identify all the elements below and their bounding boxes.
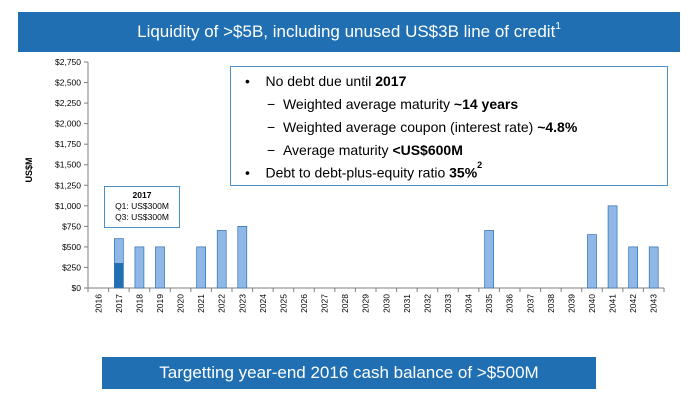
sub3-text: Average maturity (282, 142, 393, 158)
x-tick-label: 2030 (381, 294, 391, 313)
y-tick-label: $2,250 (55, 98, 81, 108)
y-axis: $0 $250 $500 $750 $1,000 $1,250 $1,500 $1,750 $2… (24, 57, 89, 293)
x-tick-label: 2040 (587, 294, 597, 313)
note-2017-year: 2017 (132, 190, 152, 200)
bars (114, 205, 659, 289)
bar-2023 (237, 226, 248, 289)
x-tick-label: 2038 (546, 294, 556, 313)
x-tick-label: 2025 (278, 294, 288, 313)
title-footnote: 1 (555, 20, 561, 32)
x-tick-label: 2020 (176, 294, 186, 313)
bullet-dot: • (245, 73, 250, 89)
bar-2042 (628, 246, 638, 289)
bar-2035 (484, 230, 494, 289)
x-tick-label: 2028 (340, 294, 350, 313)
bar-2019 (155, 246, 165, 289)
x-tick-label: 2041 (608, 294, 618, 313)
bar-2017-q3 (114, 238, 124, 264)
x-tick-label: 2027 (320, 294, 330, 313)
debt-summary-callout: • No debt due until 2017 − Weighted aver… (230, 66, 668, 186)
dash: − (267, 119, 276, 135)
sub-weighted-maturity: − Weighted average maturity ~14 years (267, 96, 518, 112)
x-tick-label: 2031 (402, 294, 412, 313)
x-tick-label: 2033 (443, 294, 453, 313)
x-tick-label: 2029 (361, 294, 371, 313)
note-2017-box: 2017 Q1: US$300M Q3: US$300M (104, 186, 180, 228)
bar-2040 (587, 234, 597, 289)
bar-2018 (134, 246, 145, 289)
x-tick-label: 2039 (566, 294, 576, 313)
bullet2-bold: 35% (449, 164, 478, 181)
x-tick-label: 2032 (422, 294, 432, 313)
sub2-text: Weighted average coupon (interest rate) (282, 119, 538, 135)
chart-title: Liquidity of >$5B, including unused US$3… (137, 22, 556, 41)
y-tick-label: $750 (62, 221, 81, 231)
footer-banner: Targetting year-end 2016 cash balance of… (102, 357, 596, 389)
title-banner: Liquidity of >$5B, including unused US$3… (18, 12, 680, 52)
x-tick-label: 2036 (505, 294, 515, 313)
x-tick-label: 2019 (155, 294, 165, 313)
bar-2017-q1 (114, 262, 124, 289)
x-tick-label: 2043 (649, 294, 659, 313)
y-tick-label: $0 (72, 283, 82, 293)
dash: − (267, 96, 276, 112)
x-tick-label: 2023 (237, 294, 247, 313)
bullet-dot: • (245, 164, 250, 181)
bullet1-bold: 2017 (375, 73, 407, 89)
bar-2021 (196, 246, 206, 289)
x-axis: 2016 2017 2018 2019 2020 2021 2022 2023 2024 2025… (87, 287, 665, 313)
note-2017-q3: Q3: US$300M (115, 212, 169, 222)
bullet2-footnote: 2 (477, 160, 483, 170)
y-tick-label: $1,000 (55, 201, 81, 211)
bar-2041 (607, 205, 618, 289)
y-tick-label: $1,250 (55, 180, 81, 190)
y-tick-label: $2,750 (55, 57, 81, 67)
y-tick-label: $2,500 (55, 78, 81, 88)
sub1-text: Weighted average maturity (282, 96, 454, 112)
footer-text: Targetting year-end 2016 cash balance of… (159, 363, 539, 382)
x-tick-label: 2034 (464, 294, 474, 313)
sub-weighted-coupon: − Weighted average coupon (interest rate… (267, 119, 577, 135)
y-tick-label: $250 (62, 262, 81, 272)
x-tick-label: 2026 (299, 294, 309, 313)
x-tick-label: 2022 (217, 294, 227, 313)
x-tick-label: 2017 (114, 294, 124, 313)
x-tick-label: 2037 (525, 294, 535, 313)
sub-average-maturity: − Average maturity <US$600M (267, 142, 463, 158)
sub1-bold: ~14 years (453, 96, 519, 112)
y-tick-label: $2,000 (55, 119, 81, 129)
bullet-no-debt: • No debt due until 2017 (245, 73, 406, 89)
sub3-bold: <US$600M (392, 142, 463, 158)
x-tick-label: 2021 (196, 294, 206, 313)
x-tick-label: 2018 (134, 294, 144, 313)
bullet-debt-ratio: • Debt to debt-plus-equity ratio 35%2 (245, 160, 482, 181)
note-2017-q1: Q1: US$300M (115, 201, 169, 211)
y-axis-label: US$M (24, 157, 34, 182)
y-tick-label: $1,500 (55, 160, 81, 170)
dash: − (267, 142, 276, 158)
x-tick-label: 2042 (628, 294, 638, 313)
bar-2043 (648, 246, 659, 289)
y-tick-label: $1,750 (55, 139, 81, 149)
bar-2022 (216, 230, 227, 289)
x-tick-label: 2035 (484, 294, 494, 313)
bullet1-text: No debt due until (265, 73, 376, 89)
x-tick-label: 2024 (258, 294, 268, 313)
sub2-bold: ~4.8% (537, 119, 578, 135)
bullet2-text: Debt to debt-plus-equity ratio (265, 164, 450, 181)
y-tick-label: $500 (62, 242, 81, 252)
x-tick-label: 2016 (93, 294, 103, 313)
